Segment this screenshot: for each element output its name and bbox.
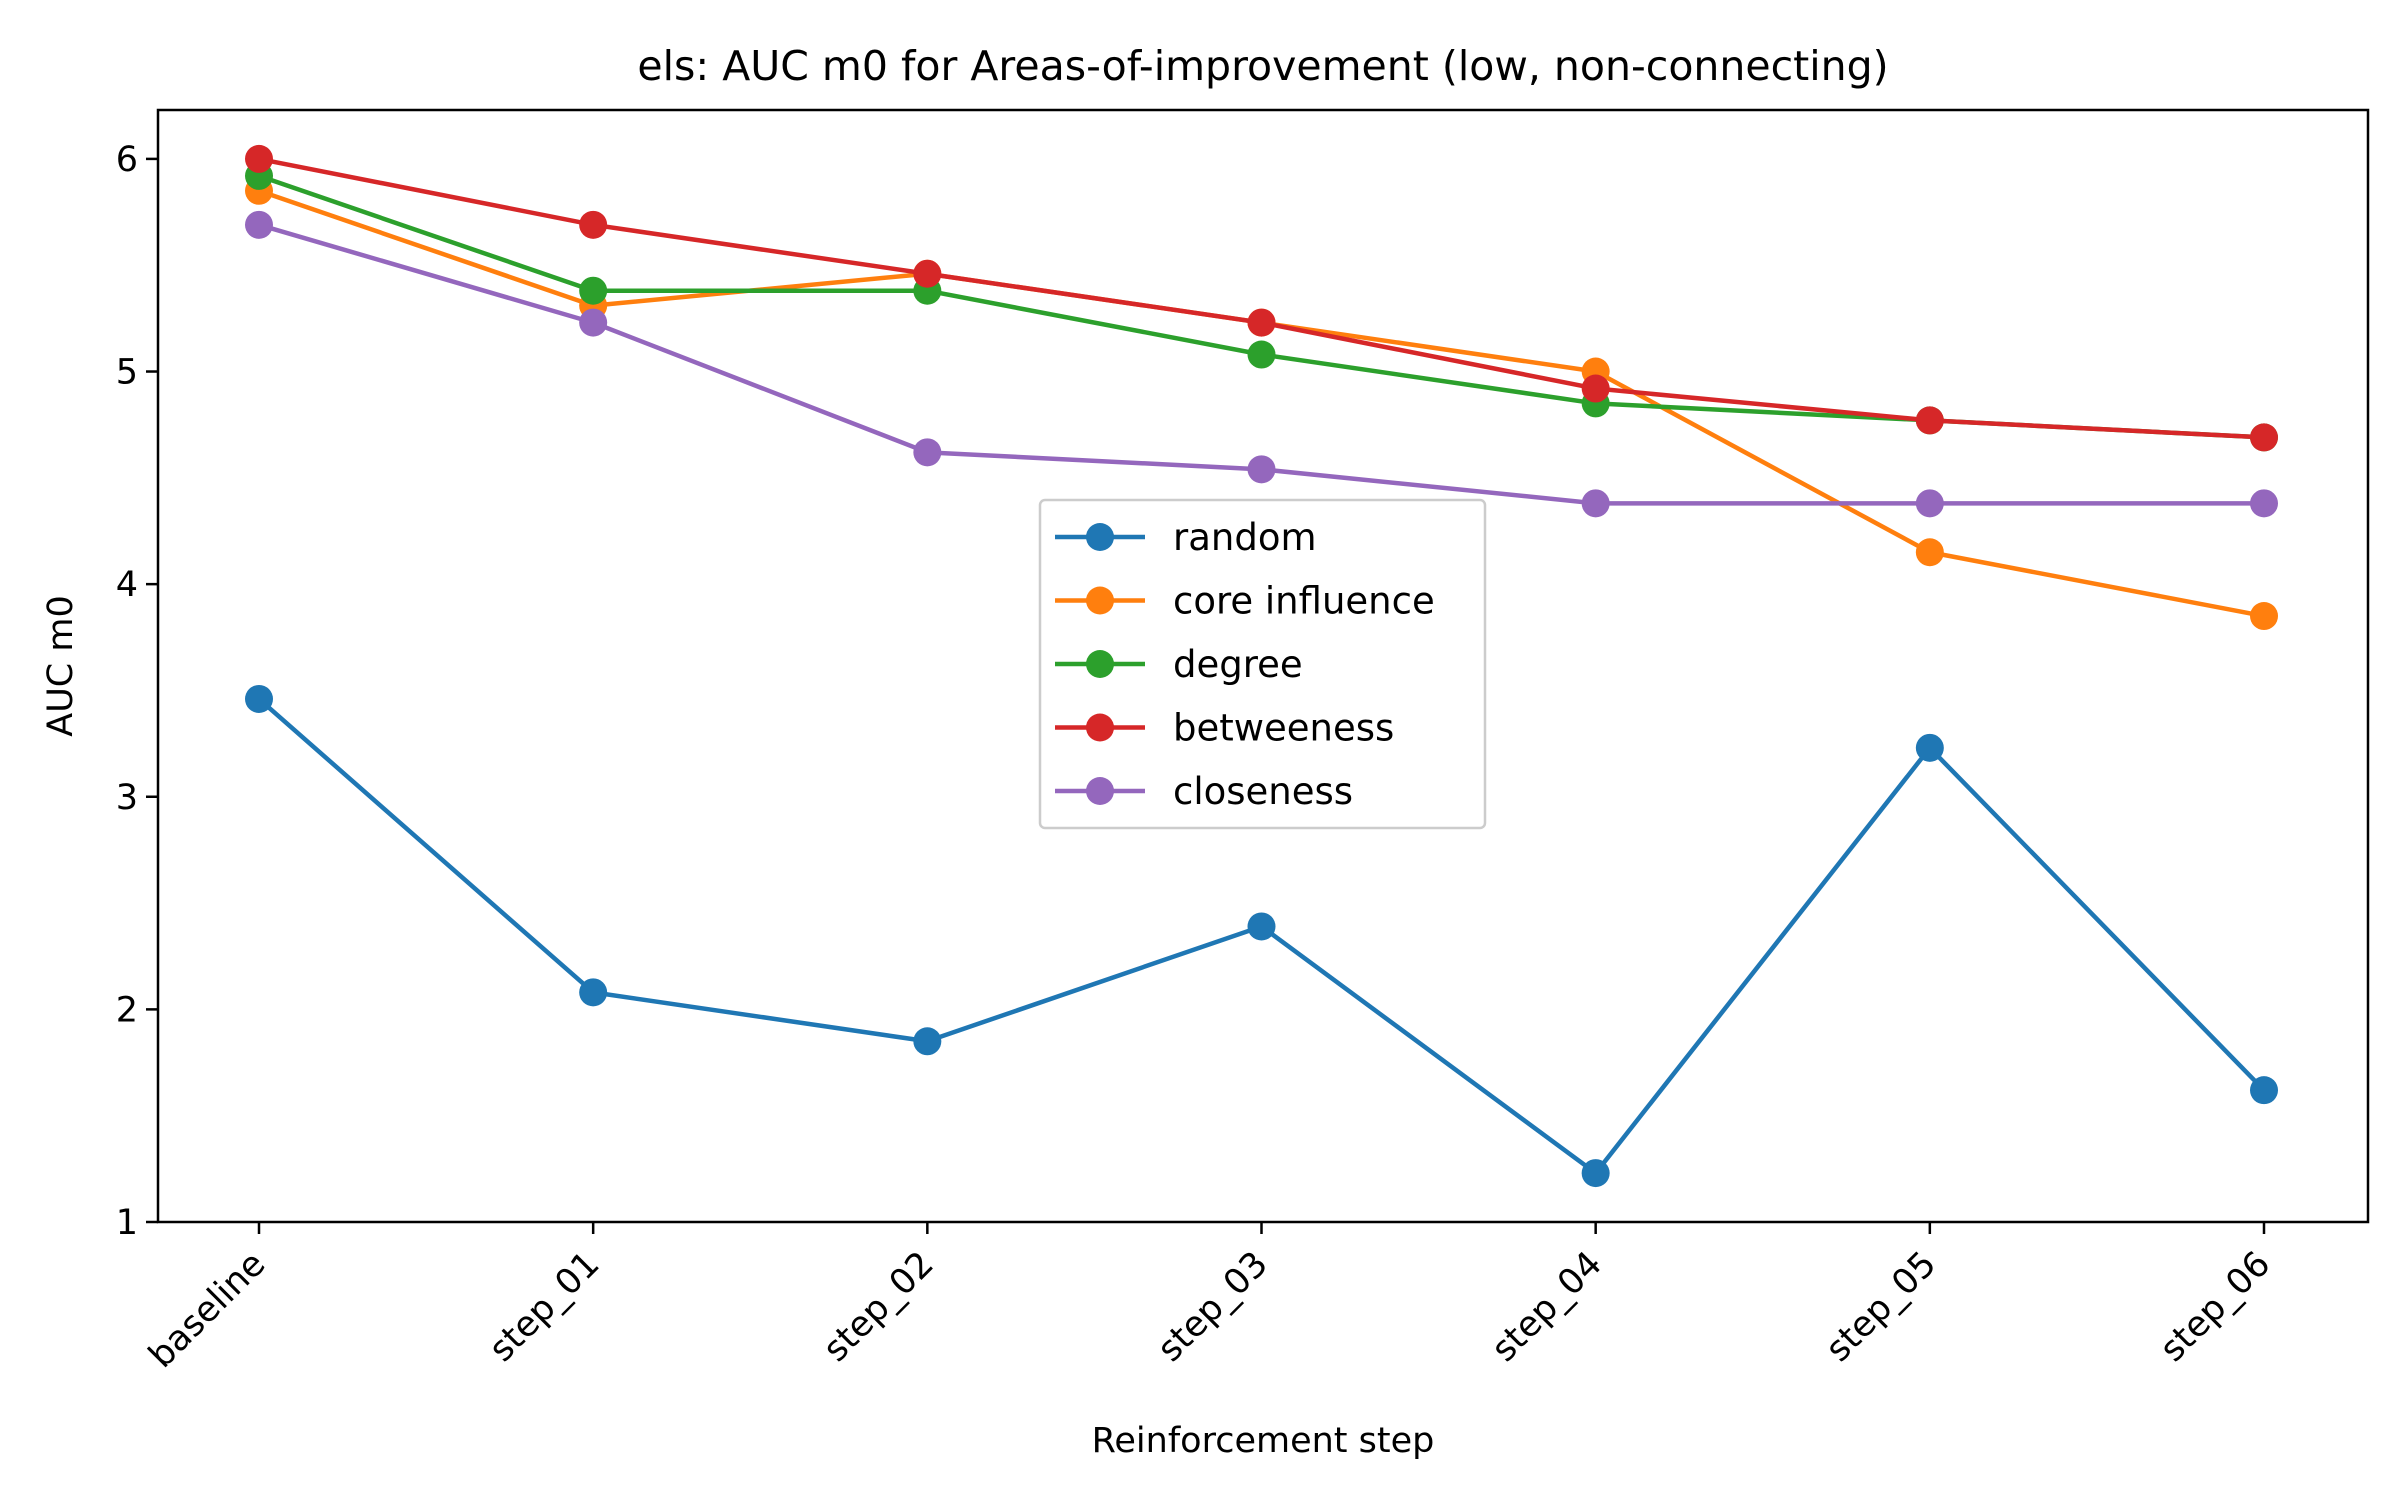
legend-label: betweeness xyxy=(1173,707,1394,750)
legend-marker xyxy=(1086,523,1114,551)
y-tick-label: 4 xyxy=(116,565,138,605)
legend-marker xyxy=(1086,777,1114,805)
legend-item-betweeness: betweeness xyxy=(1055,707,1394,750)
legend-label: random xyxy=(1173,516,1317,559)
data-point xyxy=(1581,374,1610,403)
series-betweeness xyxy=(245,144,2278,452)
data-point xyxy=(245,210,273,239)
data-point xyxy=(913,438,942,467)
data-point xyxy=(245,684,273,713)
y-axis: 1 2 3 4 5 6 xyxy=(116,140,158,1243)
y-tick-label: 3 xyxy=(116,778,138,818)
y-axis-label: AUC m0 xyxy=(41,595,81,737)
y-tick-label: 1 xyxy=(116,1203,138,1243)
legend-label: degree xyxy=(1173,643,1303,686)
data-point xyxy=(579,276,608,305)
data-point xyxy=(579,308,608,337)
data-point xyxy=(2250,1076,2278,1105)
data-point xyxy=(1247,340,1276,369)
legend-item-closeness: closeness xyxy=(1055,770,1353,813)
legend-marker xyxy=(1086,713,1114,742)
data-point xyxy=(1247,912,1276,941)
data-point xyxy=(1247,308,1276,337)
data-point xyxy=(579,978,608,1007)
chart-title: els: AUC m0 for Areas-of-improvement (lo… xyxy=(637,42,1888,90)
plot-frame xyxy=(156,108,2370,1224)
data-point xyxy=(913,1027,942,1056)
legend: random core influence degree betweeness clos… xyxy=(1038,498,1487,830)
legend-label: closeness xyxy=(1173,770,1353,813)
data-point xyxy=(1581,489,1610,518)
legend-marker xyxy=(1086,650,1114,678)
data-point xyxy=(2250,489,2278,518)
data-point xyxy=(2250,602,2278,631)
series-closeness xyxy=(245,210,2278,518)
series-random xyxy=(245,684,2278,1188)
data-point xyxy=(1247,455,1276,484)
legend-item-degree: degree xyxy=(1055,643,1303,686)
data-point xyxy=(1915,538,1944,567)
legend-item-random: random xyxy=(1055,516,1317,559)
legend-label: core influence xyxy=(1173,580,1435,623)
data-point xyxy=(913,259,942,288)
plot-area xyxy=(156,108,2370,1224)
y-tick-label: 5 xyxy=(116,353,138,393)
x-axis-label: Reinforcement step xyxy=(1092,1421,1435,1461)
y-tick-label: 6 xyxy=(116,140,138,180)
data-point xyxy=(1915,733,1944,762)
y-tick-label: 2 xyxy=(116,990,138,1030)
data-point xyxy=(1915,406,1944,435)
legend-marker xyxy=(1086,586,1114,615)
legend-item-core-influence: core influence xyxy=(1055,580,1435,623)
data-point xyxy=(1915,489,1944,518)
data-point xyxy=(579,210,608,239)
data-point xyxy=(245,144,273,173)
series-layer xyxy=(245,144,2278,1188)
legend-frame xyxy=(1038,498,1487,830)
data-point xyxy=(1581,1159,1610,1188)
data-point xyxy=(2250,423,2278,452)
